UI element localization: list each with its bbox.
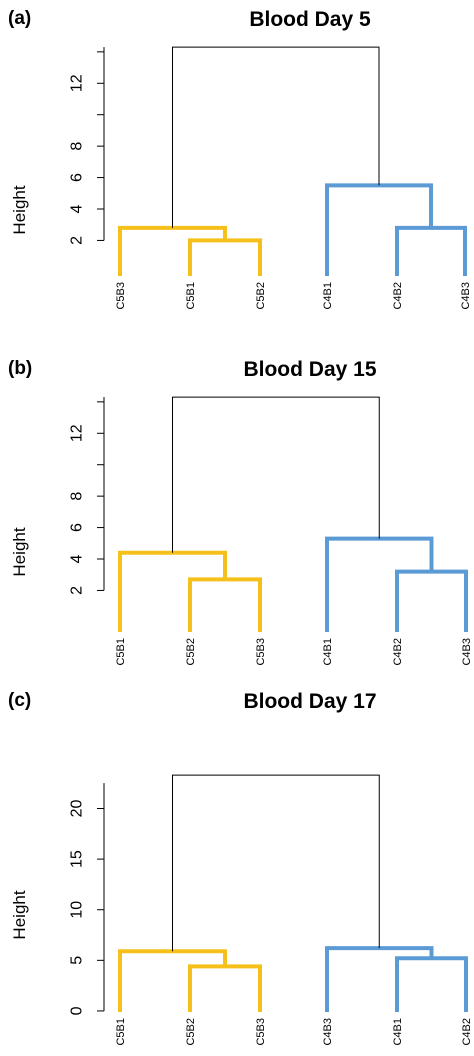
- y-tick-label: 15: [69, 850, 86, 868]
- merge-link: [118, 225, 227, 276]
- merge-link: [172, 396, 380, 553]
- merge-link: [395, 225, 467, 276]
- panel-c: (c) Blood Day 17 0 5 10 15 20 Height C5B1 C5B2 C5B…: [8, 690, 473, 1046]
- leaf-label: C4B2: [392, 282, 404, 310]
- leaf-label: C5B3: [255, 1018, 267, 1046]
- y-tick-label: 8: [69, 142, 86, 151]
- y-tick-label: 4: [69, 554, 86, 563]
- y-tick-label: 12: [69, 424, 86, 442]
- y-tick-label: 20: [69, 799, 86, 817]
- merge-link: [325, 183, 433, 276]
- merge-link: [188, 238, 262, 276]
- merge-link: [172, 46, 380, 228]
- y-tick-label: 8: [69, 492, 86, 501]
- chart-title: Blood Day 15: [243, 358, 376, 381]
- y-tick-label: 12: [69, 74, 86, 92]
- leaf-label: C5B1: [185, 282, 197, 310]
- y-tick-label: 2: [69, 586, 86, 595]
- merge-link: [188, 577, 262, 632]
- leaf-label: C5B3: [115, 282, 127, 310]
- leaf-label: C4B1: [322, 638, 334, 666]
- y-tick-label: 10: [69, 901, 86, 919]
- leaf-label: C4B3: [460, 282, 472, 310]
- leaf-label: C5B1: [115, 1018, 127, 1046]
- leaf-label: C4B1: [322, 282, 334, 310]
- leaf-label: C4B2: [392, 638, 404, 666]
- chart-title: Blood Day 5: [249, 8, 371, 31]
- leaf-label: C5B3: [255, 638, 267, 666]
- merge-link: [172, 774, 380, 952]
- merge-link: [188, 964, 262, 1012]
- y-axis-label: Height: [10, 890, 29, 939]
- y-tick-label: 6: [69, 523, 86, 532]
- y-tick-label: 5: [69, 956, 86, 965]
- chart-title: Blood Day 17: [243, 690, 376, 713]
- y-axis-label: Height: [10, 527, 29, 576]
- y-tick-label: 6: [69, 173, 86, 182]
- leaf-label: C4B2: [461, 1018, 473, 1046]
- merge-link: [325, 536, 434, 632]
- y-tick-label: 4: [69, 204, 86, 213]
- merge-link: [118, 949, 227, 1012]
- leaf-label: C4B3: [461, 638, 473, 666]
- panel-label: (c): [8, 690, 31, 711]
- merge-link: [395, 569, 468, 632]
- panel-a: (a) Blood Day 5 2 4 6 8 12 Height C5B3 C5B1 C5B2 C4…: [8, 8, 472, 310]
- panel-b: (b) Blood Day 15 2 4 6 8 12 Height C5B1 C5B2 C5B3 C…: [8, 358, 473, 666]
- y-tick-label: 2: [69, 236, 86, 245]
- merge-link: [395, 956, 468, 1012]
- panel-label: (b): [8, 358, 32, 379]
- y-tick-label: 0: [69, 1006, 86, 1015]
- panel-label: (a): [8, 8, 31, 29]
- leaf-label: C5B2: [255, 282, 267, 310]
- y-axis-label: Height: [10, 185, 29, 234]
- merge-link: [118, 550, 227, 632]
- leaf-label: C4B3: [322, 1018, 334, 1046]
- leaf-label: C5B2: [185, 638, 197, 666]
- leaf-label: C5B2: [185, 1018, 197, 1046]
- leaf-label: C5B1: [115, 638, 127, 666]
- merge-link: [325, 946, 434, 1012]
- leaf-label: C4B1: [392, 1018, 404, 1046]
